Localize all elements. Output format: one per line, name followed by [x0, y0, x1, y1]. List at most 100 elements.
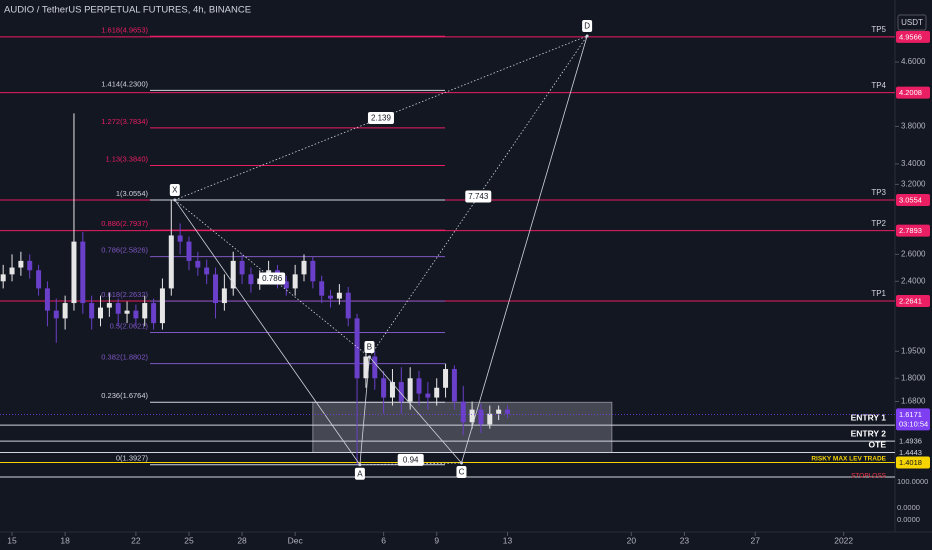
- x-tick-label: 22: [131, 535, 141, 545]
- fib-label: 0.5(2.0621): [110, 321, 149, 330]
- y-tick-label: 3.8000: [901, 122, 926, 131]
- candle-body: [71, 241, 77, 304]
- fib-label: 0.236(1.6764): [101, 391, 148, 400]
- price-box-label: 1.4443: [899, 448, 922, 457]
- entry-label: ENTRY 1: [851, 412, 887, 422]
- candle-body: [9, 267, 15, 275]
- current-box: [896, 408, 930, 431]
- candle-body: [62, 303, 68, 319]
- fib-label: 1(3.0554): [116, 189, 149, 198]
- candle-body: [434, 387, 440, 398]
- candle-body: [363, 356, 369, 379]
- price-box: [896, 193, 930, 206]
- x-tick-label: 20: [627, 535, 637, 545]
- x-tick-label: 13: [503, 535, 513, 545]
- entry-label: ENTRY 2: [851, 428, 887, 438]
- fib-label: 0(1.3927): [116, 454, 149, 463]
- candle-body: [345, 292, 351, 319]
- price-box: [896, 224, 930, 237]
- currency-box: [897, 14, 927, 31]
- x-tick-label: 15: [7, 535, 17, 545]
- entry-label: OTE: [869, 440, 887, 450]
- ratio-label: 0.786: [262, 274, 283, 283]
- candle-body: [204, 267, 210, 275]
- candle-body: [336, 292, 342, 299]
- y-tick-label: 1.9500: [901, 346, 926, 355]
- candle-body: [407, 378, 413, 402]
- candle-body: [186, 241, 192, 261]
- candle-body: [36, 270, 42, 289]
- price-box-label: 3.0554: [899, 195, 922, 204]
- ratio-box: [465, 190, 492, 203]
- fib-label: 1.618(4.9653): [101, 25, 148, 34]
- candle-body: [487, 413, 493, 425]
- candle-body: [213, 274, 219, 304]
- price-box: [896, 30, 930, 43]
- stoploss-label: STOPLOSS: [851, 473, 887, 480]
- candle-body: [372, 356, 378, 379]
- price-box: [896, 86, 930, 99]
- pattern-point: [459, 461, 463, 465]
- candle-body: [53, 310, 59, 319]
- candle-body: [283, 281, 289, 289]
- candle-body: [460, 401, 466, 423]
- x-tick-label: 2022: [834, 535, 853, 545]
- candle-body: [230, 260, 236, 289]
- candle-body: [177, 235, 183, 242]
- x-tick-label: 18: [60, 535, 70, 545]
- candle-body: [151, 303, 157, 324]
- target-label: TP1: [871, 289, 886, 298]
- pattern-label-box: [456, 465, 467, 478]
- y-tick-label: 3.2000: [901, 179, 926, 188]
- fib-label: 0.786(2.5826): [101, 246, 148, 255]
- pattern-label: A: [357, 469, 363, 478]
- candle-body: [142, 303, 148, 319]
- candle-body: [195, 260, 201, 268]
- candle-body: [159, 288, 165, 324]
- x-tick-label: 6: [381, 535, 386, 545]
- candle-body: [27, 260, 33, 271]
- pattern-label-box: [354, 467, 365, 480]
- candle-body: [478, 409, 484, 425]
- pattern-label-box: [582, 19, 593, 32]
- chart-title: AUDIO / TetherUS PERPETUAL FUTURES, 4h, …: [4, 5, 251, 16]
- price-box: [896, 446, 930, 459]
- currency: USDT: [901, 18, 923, 27]
- candle-body: [504, 409, 510, 414]
- pattern-line: [369, 356, 462, 464]
- candle-body: [248, 274, 254, 285]
- candle-body: [168, 235, 174, 289]
- y-tick-label: 4.6000: [901, 57, 926, 66]
- candle-body: [416, 378, 422, 394]
- x-tick-label: 27: [750, 535, 760, 545]
- price-box-label: 4.9566: [899, 32, 922, 41]
- candle-body: [301, 260, 307, 275]
- ratio-label: 7.743: [468, 192, 489, 201]
- candle-body: [398, 382, 404, 402]
- candle-body: [89, 303, 95, 319]
- pattern-label: D: [584, 22, 590, 31]
- candle-body: [328, 295, 334, 299]
- lower-pane-label: 0.0000: [897, 515, 920, 524]
- candle-body: [0, 274, 6, 282]
- x-tick-label: Dec: [288, 535, 304, 545]
- candle-body: [469, 409, 475, 423]
- plot: 4.6000 3.8000 3.4000 3.2000 2.6000 2.4000 1.95…: [0, 19, 930, 545]
- x-tick-label: 23: [680, 535, 690, 545]
- candle-body: [354, 318, 360, 379]
- candle-body: [389, 382, 395, 398]
- candle-body: [106, 303, 112, 308]
- ratio-box: [397, 453, 424, 466]
- pattern-label: B: [367, 343, 372, 352]
- candle-body: [319, 281, 325, 296]
- ratio-box: [259, 272, 286, 285]
- candle-body: [425, 393, 431, 398]
- lower-pane-label: 0.0000: [897, 503, 920, 512]
- price-box: [896, 294, 930, 307]
- ratio-label: 2.139: [371, 114, 392, 123]
- candle-body: [381, 378, 387, 398]
- candle-body: [133, 310, 139, 319]
- price-box: [896, 435, 930, 448]
- ratio-box: [367, 111, 394, 124]
